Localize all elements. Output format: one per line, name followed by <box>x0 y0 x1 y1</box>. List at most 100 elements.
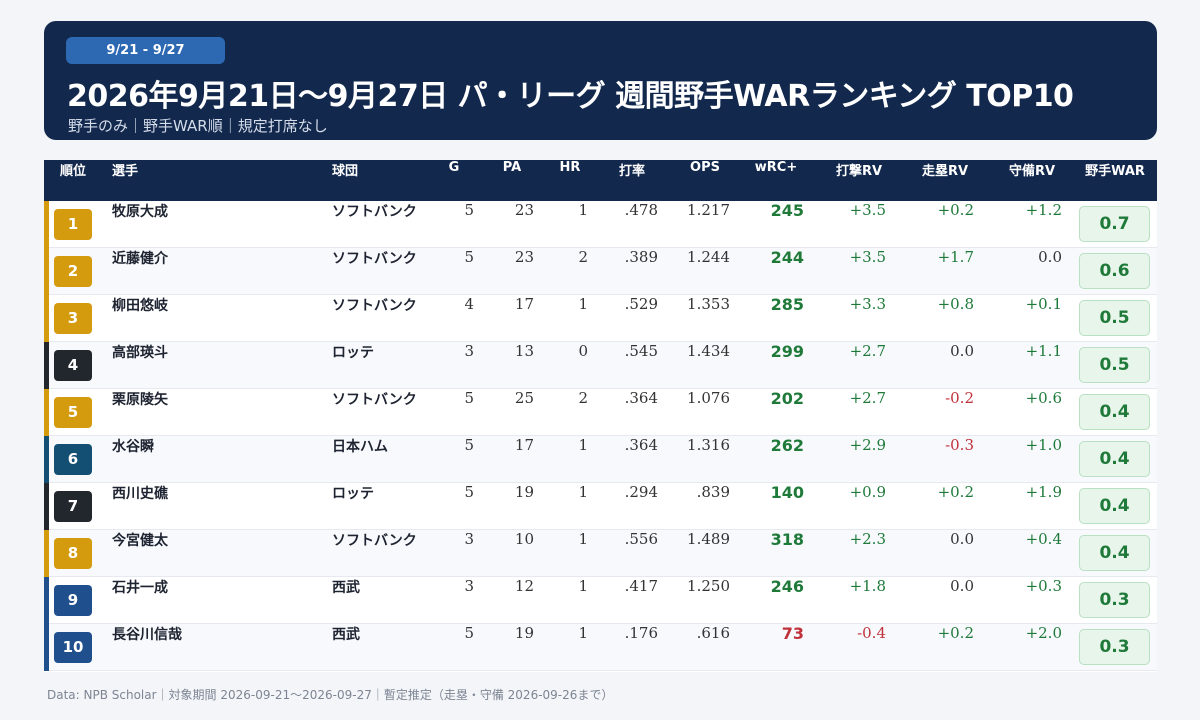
table-row[interactable]: 4 高部瑛斗 ロッテ 3 13 0 .545 1.434 299 +2.7 0.0 +1.1 0.5 <box>44 342 1157 389</box>
def-rv-cell: 0.0 <box>1038 248 1062 266</box>
header-avg[interactable]: 打率 <box>618 164 645 179</box>
games-cell: 3 <box>464 530 474 548</box>
run-rv-cell: +0.2 <box>937 201 974 219</box>
bat-rv-cell: -0.4 <box>857 624 886 642</box>
rank-badge: 3 <box>54 303 92 334</box>
team-name: ソフトバンク <box>332 251 417 267</box>
avg-cell: .478 <box>624 201 658 219</box>
hr-cell: 0 <box>578 342 588 360</box>
games-cell: 5 <box>464 624 474 642</box>
run-rv-cell: 0.0 <box>950 530 974 548</box>
run-rv-cell: +1.7 <box>937 248 974 266</box>
pa-cell: 12 <box>514 577 534 595</box>
def-rv-cell: +2.0 <box>1025 624 1062 642</box>
table-row[interactable]: 3 柳田悠岐 ソフトバンク 4 17 1 .529 1.353 285 +3.3 +0.8 +0.1 0… <box>44 295 1157 342</box>
rank-badge: 9 <box>54 585 92 616</box>
avg-cell: .417 <box>624 577 658 595</box>
table-row[interactable]: 9 石井一成 西武 3 12 1 .417 1.250 246 +1.8 0.0 +0.3 0.3 <box>44 577 1157 624</box>
wrc-cell: 73 <box>781 624 804 643</box>
page-subtitle: 野手のみ｜野手WAR順｜規定打席なし <box>68 117 328 135</box>
wrc-cell: 262 <box>770 436 804 455</box>
table-row[interactable]: 6 水谷瞬 日本ハム 5 17 1 .364 1.316 262 +2.9 -0.3 +1.0 0.4 <box>44 436 1157 483</box>
ops-cell: 1.244 <box>687 248 730 266</box>
header-bat-rv[interactable]: 打撃RV <box>835 164 883 179</box>
avg-cell: .556 <box>624 530 658 548</box>
ops-cell: .839 <box>696 483 730 501</box>
rank-badge: 8 <box>54 538 92 569</box>
bat-rv-cell: +2.3 <box>849 530 886 548</box>
header-pa[interactable]: PA <box>502 160 522 175</box>
header-wrc[interactable]: wRC+ <box>754 160 798 175</box>
hr-cell: 1 <box>578 201 588 219</box>
ops-cell: 1.250 <box>687 577 730 595</box>
table-row[interactable]: 7 西川史礁 ロッテ 5 19 1 .294 .839 140 +0.9 +0.2 +1.9 0.4 <box>44 483 1157 530</box>
run-rv-cell: +0.2 <box>937 624 974 642</box>
bat-rv-cell: +3.3 <box>849 295 886 313</box>
pa-cell: 23 <box>514 248 534 266</box>
wrc-cell: 140 <box>770 483 804 502</box>
hr-cell: 1 <box>578 624 588 642</box>
wrc-cell: 245 <box>770 201 804 220</box>
rank-badge: 1 <box>54 209 92 240</box>
bat-rv-cell: +2.9 <box>849 436 886 454</box>
table-row[interactable]: 8 今宮健太 ソフトバンク 3 10 1 .556 1.489 318 +2.3 0.0 +0.4 0.… <box>44 530 1157 577</box>
ops-cell: 1.434 <box>687 342 730 360</box>
header-war[interactable]: 野手WAR <box>1085 164 1145 179</box>
team-name: ソフトバンク <box>332 533 417 549</box>
player-name: 柳田悠岐 <box>112 298 168 314</box>
player-name: 水谷瞬 <box>112 439 154 455</box>
wrc-cell: 318 <box>770 530 804 549</box>
bat-rv-cell: +3.5 <box>849 248 886 266</box>
rank-badge: 4 <box>54 350 92 381</box>
avg-cell: .364 <box>624 389 658 407</box>
war-badge: 0.5 <box>1079 347 1150 383</box>
table-row[interactable]: 2 近藤健介 ソフトバンク 5 23 2 .389 1.244 244 +3.5 +1.7 0.0 0.… <box>44 248 1157 295</box>
player-name: 栗原陵矢 <box>112 392 168 408</box>
player-name: 牧原大成 <box>112 204 168 220</box>
bat-rv-cell: +0.9 <box>849 483 886 501</box>
header-run-rv[interactable]: 走塁RV <box>921 164 969 179</box>
pa-cell: 19 <box>514 624 534 642</box>
header-team[interactable]: 球団 <box>332 164 359 179</box>
games-cell: 5 <box>464 436 474 454</box>
team-name: ソフトバンク <box>332 204 417 220</box>
wrc-cell: 202 <box>770 389 804 408</box>
pa-cell: 13 <box>514 342 534 360</box>
avg-cell: .294 <box>624 483 658 501</box>
player-name: 西川史礁 <box>112 486 168 502</box>
ops-cell: .616 <box>696 624 730 642</box>
wrc-cell: 285 <box>770 295 804 314</box>
player-name: 石井一成 <box>112 580 168 596</box>
team-color-stripe <box>44 577 49 624</box>
pa-cell: 19 <box>514 483 534 501</box>
header-hr[interactable]: HR <box>559 160 581 175</box>
bat-rv-cell: +3.5 <box>849 201 886 219</box>
header-rank[interactable]: 順位 <box>60 164 87 179</box>
hr-cell: 2 <box>578 389 588 407</box>
def-rv-cell: +1.1 <box>1025 342 1062 360</box>
player-name: 今宮健太 <box>112 533 168 549</box>
pa-cell: 23 <box>514 201 534 219</box>
games-cell: 5 <box>464 248 474 266</box>
def-rv-cell: +0.3 <box>1025 577 1062 595</box>
header-g[interactable]: G <box>448 160 460 175</box>
team-name: ソフトバンク <box>332 392 417 408</box>
table-row[interactable]: 5 栗原陵矢 ソフトバンク 5 25 2 .364 1.076 202 +2.7 -0.2 +0.6 0… <box>44 389 1157 436</box>
team-name: 西武 <box>332 627 360 643</box>
header-ops[interactable]: OPS <box>690 160 720 175</box>
header-banner: 9/21 - 9/27 2026年9月21日〜9月27日 パ・リーグ 週間野手W… <box>44 21 1157 140</box>
table-row[interactable]: 10 長谷川信哉 西武 5 19 1 .176 .616 73 -0.4 +0.2 +2.0 0.3 <box>44 624 1157 671</box>
team-color-stripe <box>44 436 49 483</box>
ops-cell: 1.316 <box>687 436 730 454</box>
run-rv-cell: +0.2 <box>937 483 974 501</box>
ops-cell: 1.217 <box>687 201 730 219</box>
table-row[interactable]: 1 牧原大成 ソフトバンク 5 23 1 .478 1.217 245 +3.5 +0.2 +1.2 0… <box>44 201 1157 248</box>
team-name: ロッテ <box>332 486 374 502</box>
games-cell: 5 <box>464 389 474 407</box>
rank-badge: 7 <box>54 491 92 522</box>
games-cell: 3 <box>464 577 474 595</box>
header-player[interactable]: 選手 <box>112 164 139 179</box>
team-color-stripe <box>44 201 49 248</box>
def-rv-cell: +0.6 <box>1025 389 1062 407</box>
header-def-rv[interactable]: 守備RV <box>1008 164 1056 179</box>
